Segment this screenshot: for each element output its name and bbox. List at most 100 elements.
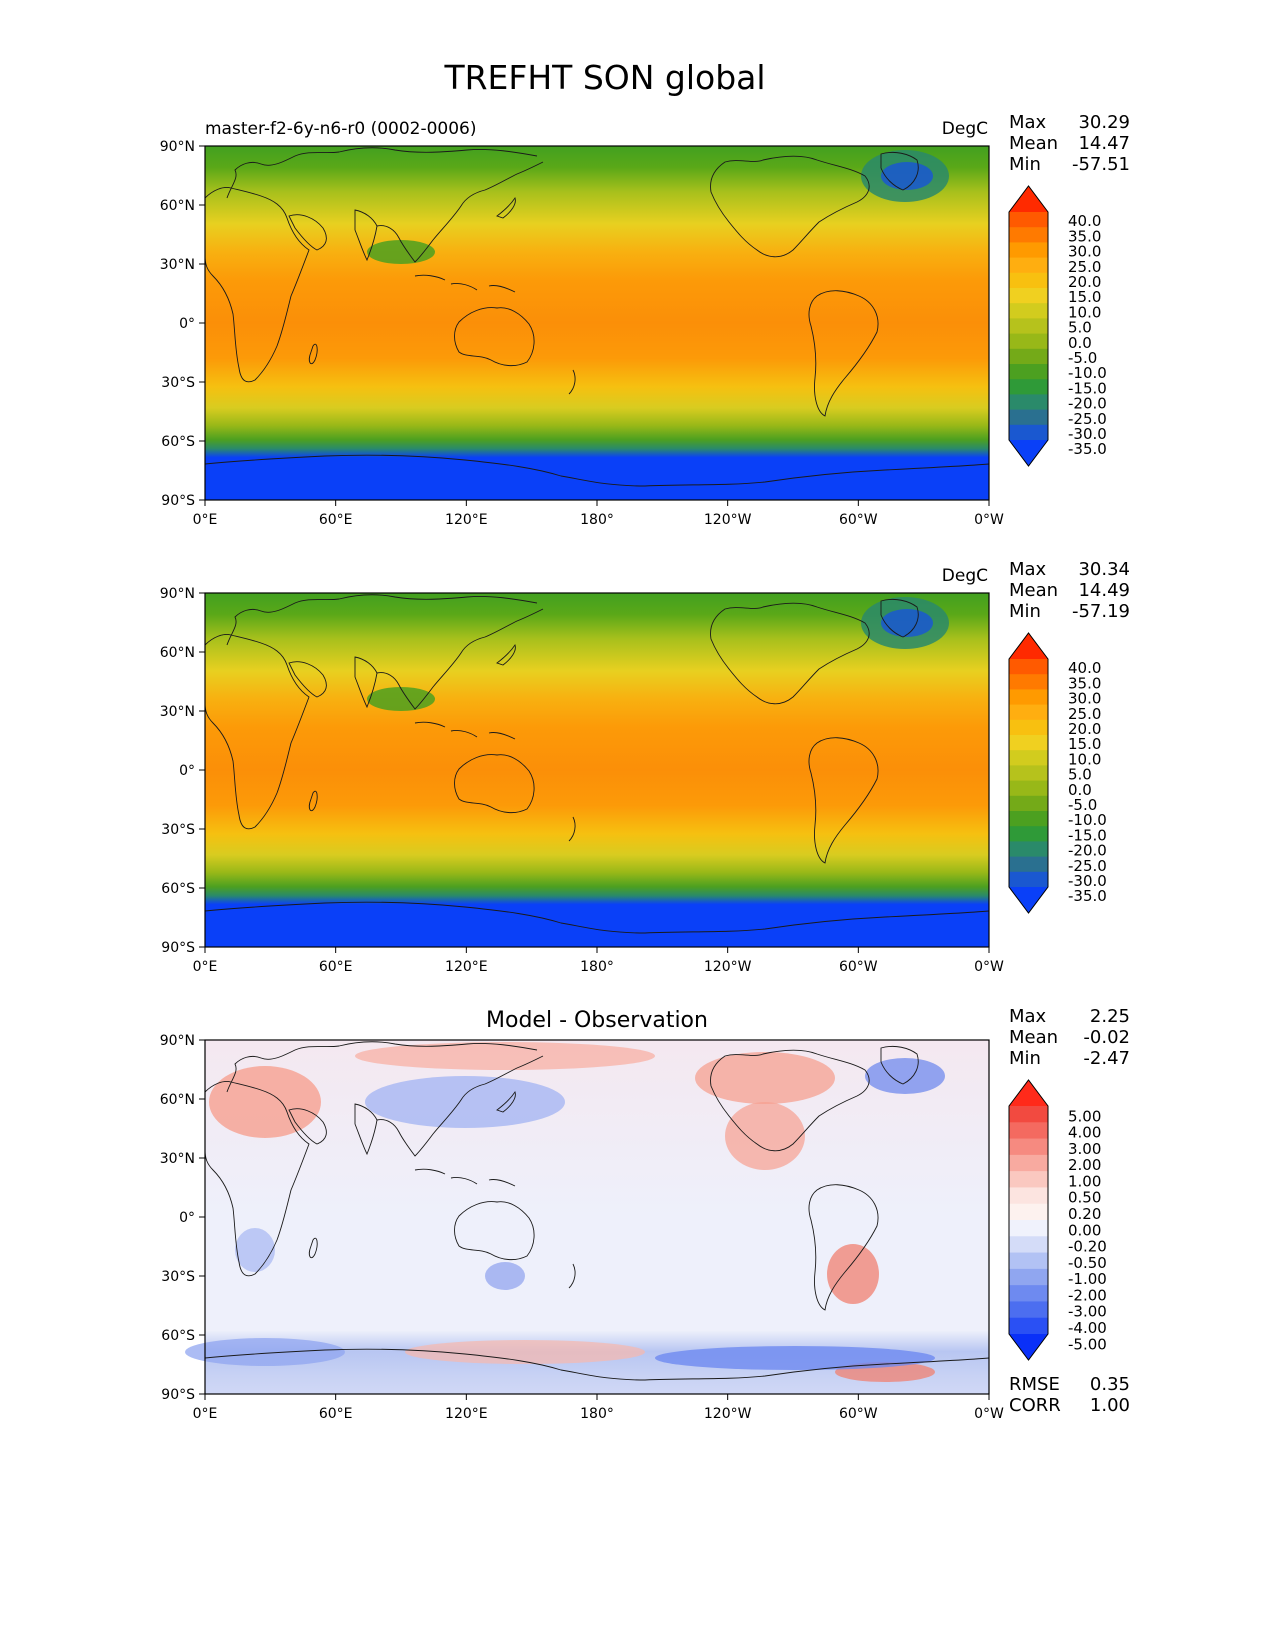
x-tick-label: 0°W (974, 512, 1004, 528)
panel-3-anom-alaska (695, 1052, 835, 1104)
panel-3: Model - Observation 90°N 60°N 30°N 0° 30°S 60… (160, 1006, 1130, 1422)
panel-3-stat-rmse-value: 0.35 (1090, 1374, 1130, 1395)
panel-3-anom-africa (235, 1228, 275, 1272)
colorbar-segment (1009, 212, 1048, 228)
colorbar-tick-label: -10.0 (1068, 811, 1107, 829)
colorbar-tick-label: 30.0 (1068, 690, 1101, 708)
y-tick-label: 60°S (161, 881, 195, 897)
colorbar-segment (1009, 704, 1048, 721)
colorbar-segment (1009, 409, 1048, 426)
panel-2-axes: 90°N 60°N 30°N 0° 30°S 60°S 90°S 0°E 60°E 120°E 1… (160, 586, 1004, 975)
y-tick-label: 90°S (161, 493, 195, 509)
x-tick-label: 120°W (704, 959, 752, 975)
panel-2-stat-max-value: 30.34 (1078, 559, 1130, 580)
x-tick-label: 60°E (319, 512, 353, 528)
panel-1-stat-mean-value: 14.47 (1078, 133, 1130, 154)
colorbar-extend-max (1009, 1080, 1048, 1106)
colorbar-segment (1009, 242, 1048, 259)
colorbar-tick-label: -30.0 (1068, 425, 1107, 443)
y-tick-label: 30°S (161, 1269, 195, 1285)
y-tick-label: 0° (179, 316, 195, 332)
colorbar-outline (1008, 185, 1049, 467)
colorbar-segment (1009, 1187, 1048, 1205)
colorbar-segment (1009, 1285, 1048, 1302)
colorbar-tick-label: -4.00 (1068, 1319, 1107, 1337)
panel-3-stat-mean-value: -0.02 (1083, 1027, 1130, 1048)
x-tick-label: 60°W (839, 1406, 878, 1422)
colorbar-segment (1009, 272, 1048, 289)
colorbar-segment (1009, 1154, 1048, 1172)
y-tick-label: 60°N (160, 198, 195, 214)
x-tick-label: 120°E (445, 1406, 488, 1422)
panel-1-map (204, 145, 990, 501)
colorbar-segment (1009, 303, 1048, 319)
panel-3-colorbar: 5.004.003.002.001.000.500.200.00-0.20-0.… (1008, 1079, 1107, 1361)
colorbar-segment (1009, 674, 1048, 690)
colorbar-tick-label: 0.00 (1068, 1221, 1101, 1239)
colorbar-tick-label: -15.0 (1068, 379, 1107, 397)
colorbar-tick-label: -5.0 (1068, 349, 1097, 367)
colorbar-tick-label: 35.0 (1068, 227, 1101, 245)
colorbar-segment (1009, 795, 1048, 812)
colorbar-segment (1009, 1301, 1048, 1319)
colorbar-tick-label: 35.0 (1068, 674, 1101, 692)
panel-1-stat-max-label: Max (1009, 112, 1047, 133)
colorbar-segment (1009, 1220, 1048, 1237)
x-tick-label: 60°E (319, 959, 353, 975)
colorbar-tick-label: 20.0 (1068, 273, 1101, 291)
panel-3-field (205, 1040, 989, 1394)
colorbar-tick-label: -0.50 (1068, 1254, 1107, 1272)
colorbar-tick-label: -25.0 (1068, 410, 1107, 428)
y-tick-label: 60°N (160, 645, 195, 661)
colorbar-segment (1009, 1268, 1048, 1286)
colorbar-segment (1009, 780, 1048, 797)
panel-2: DegC 90°N 60°N 30°N 0° 30°S 60°S 90°S 0°E 60°E 1… (160, 559, 1130, 975)
colorbar-tick-label: 4.00 (1068, 1124, 1101, 1142)
colorbar-segment (1009, 1171, 1048, 1188)
panel-1-field (205, 146, 989, 500)
colorbar-tick-label: 15.0 (1068, 735, 1101, 753)
colorbar-segment (1009, 1122, 1048, 1140)
colorbar-segment (1009, 841, 1048, 858)
panel-2-field (205, 593, 989, 947)
colorbar-tick-label: -20.0 (1068, 395, 1107, 413)
y-tick-label: 90°N (160, 139, 195, 155)
panel-1-colorbar: 40.035.030.025.020.015.010.05.00.0-5.0-1… (1008, 185, 1107, 467)
panel-1-stats: Max 30.29 Mean 14.47 Min -57.51 (1009, 112, 1130, 175)
y-tick-label: 60°S (161, 1328, 195, 1344)
colorbar-tick-label: 15.0 (1068, 288, 1101, 306)
y-tick-label: 60°S (161, 434, 195, 450)
panel-3-anom-siberia (365, 1076, 565, 1128)
colorbar-extend-max (1009, 633, 1048, 659)
panel-3-stat-min-label: Min (1009, 1048, 1041, 1069)
panel-1-axes: 90°N 60°N 30°N 0° 30°S 60°S 90°S 0°E 60°E 120°E 1… (160, 139, 1004, 528)
colorbar-segment (1009, 811, 1048, 827)
colorbar-segment (1009, 735, 1048, 751)
colorbar-tick-label: -15.0 (1068, 826, 1107, 844)
panel-1-subtitle-left: master-f2-6y-n6-r0 (0002-0006) (205, 119, 477, 139)
colorbar-segment (1009, 1138, 1048, 1156)
colorbar-segment (1009, 689, 1048, 706)
panel-3-stat-mean-label: Mean (1009, 1027, 1058, 1048)
y-tick-label: 30°N (160, 1151, 195, 1167)
x-tick-label: 0°E (193, 1406, 218, 1422)
colorbar-tick-label: 20.0 (1068, 720, 1101, 738)
colorbar-outline (1008, 1079, 1049, 1361)
panel-3-subtitle-center: Model - Observation (486, 1008, 708, 1033)
colorbar-segment (1009, 348, 1048, 365)
panel-3-anom-namerica (725, 1102, 805, 1170)
x-tick-label: 120°E (445, 959, 488, 975)
y-tick-label: 30°S (161, 822, 195, 838)
colorbar-outline (1008, 632, 1049, 914)
panel-1-greenland-core (881, 162, 933, 190)
panel-3-stat-max-label: Max (1009, 1006, 1047, 1027)
colorbar-segment (1009, 288, 1048, 304)
panel-3-anom-ant-west (185, 1338, 345, 1366)
colorbar-tick-label: 3.00 (1068, 1140, 1101, 1158)
panel-3-anom-australia (485, 1262, 525, 1290)
panel-2-greenland-core (881, 609, 933, 637)
y-tick-label: 30°N (160, 704, 195, 720)
panel-3-axes: 90°N 60°N 30°N 0° 30°S 60°S 90°S 0°E 60°E 120°E 1… (160, 1033, 1004, 1422)
colorbar-tick-label: 2.00 (1068, 1156, 1101, 1174)
